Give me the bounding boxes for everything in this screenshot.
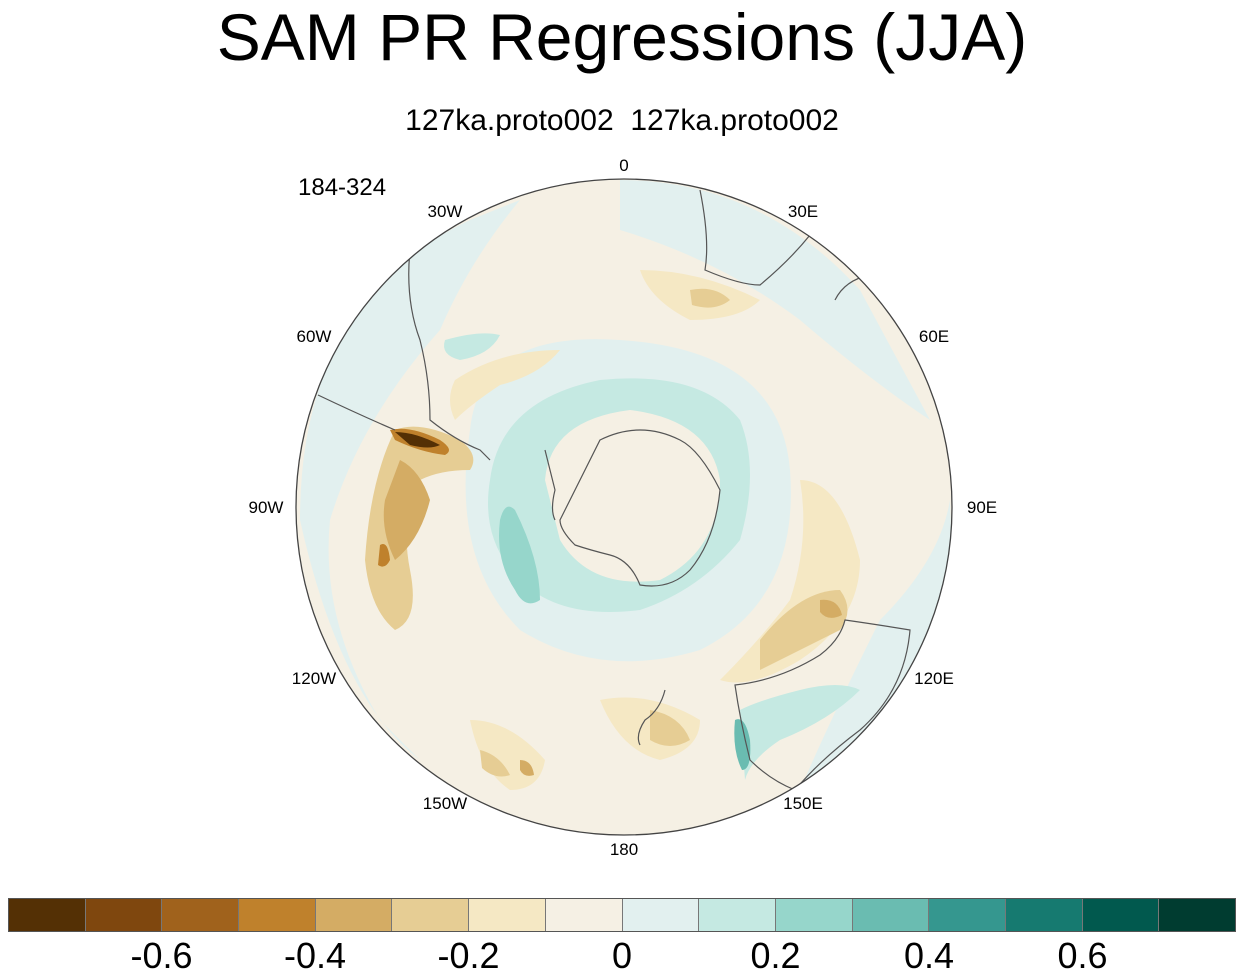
colorbar-tick-label: -0.4 — [283, 935, 347, 976]
field-region — [650, 710, 690, 746]
longitude-label: 150W — [423, 794, 467, 813]
colorbar-tick-label: 0.2 — [750, 935, 801, 976]
longitude-label: 30E — [788, 202, 818, 221]
longitude-label: 60W — [297, 327, 332, 346]
africa-outline — [699, 189, 811, 286]
colorbar-cell — [1005, 899, 1083, 931]
colorbar-cell — [1159, 899, 1235, 931]
colorbar-tick-label: 0.4 — [903, 935, 955, 976]
colorbar-cell — [469, 899, 546, 931]
field-region — [480, 750, 510, 777]
field-region — [488, 378, 750, 612]
field-region — [395, 432, 440, 448]
antarctic-peninsula-outline — [544, 449, 556, 521]
field-region — [383, 460, 430, 560]
colorbar-cell — [622, 899, 700, 931]
field-region — [740, 685, 860, 780]
colorbar-tick-labels: -0.6 -0.4 -0.2 0 0.2 0.4 0.6 — [8, 936, 1236, 978]
longitude-label: 120W — [292, 669, 336, 688]
plot-subtitle: 127ka.proto002 127ka.proto002 — [405, 104, 839, 137]
map-boundary — [295, 178, 953, 836]
longitude-label: 30W — [428, 202, 463, 221]
australia-outline — [734, 619, 911, 791]
colorbar-tick-label: -0.6 — [130, 935, 193, 976]
field-region — [365, 426, 474, 630]
colorbar-cell — [929, 899, 1006, 931]
field-region — [734, 719, 751, 770]
antarctica-outline — [559, 429, 721, 587]
field-region — [499, 506, 540, 604]
plot-title: SAM PR Regressions (JJA) — [216, 0, 1028, 74]
field-region — [378, 544, 390, 567]
colorbar-cell — [545, 899, 623, 931]
longitude-labels: 0 30E 60E 90E 120E 150E 180 150W 120W 90W 60W 30W — [249, 156, 998, 859]
longitude-label: 150E — [783, 794, 823, 813]
longitude-label: 0 — [619, 156, 628, 175]
colorbar-cell — [852, 899, 930, 931]
longitude-label: 90W — [249, 498, 284, 517]
field-region — [800, 500, 952, 790]
field-region — [300, 200, 520, 760]
colorbar-cell — [315, 899, 393, 931]
longitude-label: 120E — [914, 669, 954, 688]
colorbar-cell — [699, 899, 776, 931]
south-america-outline — [408, 249, 491, 461]
field-region — [820, 599, 842, 618]
year-range-label: 184-324 — [298, 174, 387, 201]
colorbar-cell — [775, 899, 853, 931]
colorbar-tick-label: 0 — [611, 935, 633, 976]
field-region — [690, 288, 730, 308]
new-zealand-outline — [637, 689, 666, 746]
colorbar-tick-label: 0.6 — [1057, 935, 1108, 976]
colorbar-cell — [1082, 899, 1160, 931]
colorbar — [8, 898, 1236, 932]
field-region — [444, 333, 500, 360]
precipitation-regression-field — [296, 179, 952, 835]
colorbar-cell — [85, 899, 163, 931]
colorbar-cell — [162, 899, 240, 931]
colorbar-cell — [239, 899, 316, 931]
south-america-west-outline — [317, 394, 396, 431]
colorbar-cell — [9, 899, 86, 931]
longitude-label: 180 — [610, 840, 638, 859]
colorbar-cell — [392, 899, 470, 931]
longitude-label: 60E — [919, 327, 949, 346]
field-region — [620, 180, 930, 420]
longitude-label: 90E — [967, 498, 997, 517]
field-region — [520, 760, 534, 776]
colorbar-tick-label: -0.2 — [437, 935, 500, 976]
field-region — [450, 350, 560, 420]
